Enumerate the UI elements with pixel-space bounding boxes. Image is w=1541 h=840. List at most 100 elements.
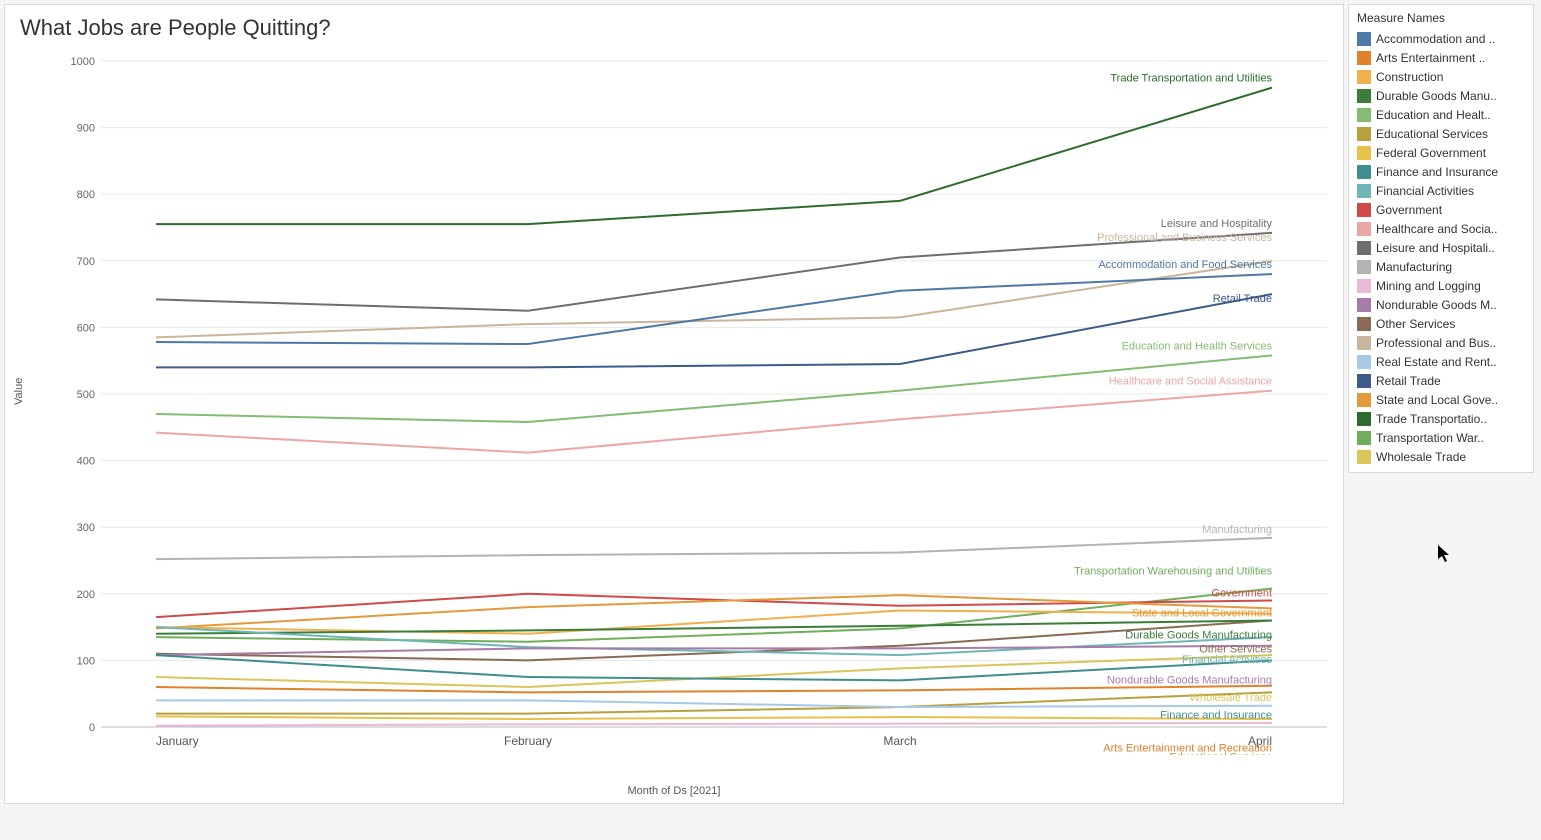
legend-item[interactable]: Durable Goods Manu..: [1357, 86, 1525, 105]
legend-item-label: Educational Services: [1376, 127, 1488, 141]
y-tick-label: 200: [77, 589, 95, 601]
legend-item-label: State and Local Gove..: [1376, 393, 1498, 407]
legend-item-label: Construction: [1376, 70, 1443, 84]
legend-item-label: Other Services: [1376, 317, 1455, 331]
legend-swatch: [1357, 51, 1371, 65]
series-end-label: Government: [1211, 587, 1272, 599]
legend-item[interactable]: Manufacturing: [1357, 257, 1525, 276]
legend-swatch: [1357, 374, 1371, 388]
legend-item[interactable]: Real Estate and Rent..: [1357, 352, 1525, 371]
legend-list: Accommodation and .. Arts Entertainment .…: [1357, 29, 1525, 466]
legend-item[interactable]: Wholesale Trade: [1357, 447, 1525, 466]
y-tick-label: 400: [77, 456, 95, 468]
series-line[interactable]: [156, 686, 1272, 693]
series-line[interactable]: [156, 700, 1272, 707]
series-end-label: Educational Services: [1169, 751, 1272, 755]
legend-item[interactable]: Arts Entertainment ..: [1357, 48, 1525, 67]
series-line[interactable]: [156, 716, 1272, 719]
legend-item[interactable]: Retail Trade: [1357, 371, 1525, 390]
legend-item[interactable]: Trade Transportatio..: [1357, 409, 1525, 428]
legend-item[interactable]: Financial Activities: [1357, 181, 1525, 200]
legend-item[interactable]: Healthcare and Socia..: [1357, 219, 1525, 238]
series-line[interactable]: [156, 655, 1272, 687]
legend-swatch: [1357, 165, 1371, 179]
plot-area: 01002003004005006007008009001000JanuaryF…: [57, 53, 1331, 755]
y-tick-label: 500: [77, 389, 95, 401]
legend-item-label: Education and Healt..: [1376, 108, 1491, 122]
legend-item-label: Arts Entertainment ..: [1376, 51, 1485, 65]
legend-swatch: [1357, 336, 1371, 350]
legend-swatch: [1357, 450, 1371, 464]
legend-swatch: [1357, 70, 1371, 84]
legend-item-label: Federal Government: [1376, 146, 1486, 160]
legend-item-label: Retail Trade: [1376, 374, 1441, 388]
x-axis-label: Month of Ds [2021]: [5, 785, 1343, 797]
y-tick-label: 600: [77, 322, 95, 334]
legend-item[interactable]: Federal Government: [1357, 143, 1525, 162]
legend-item[interactable]: State and Local Gove..: [1357, 390, 1525, 409]
legend-item-label: Accommodation and ..: [1376, 32, 1495, 46]
y-axis-label: Value: [13, 378, 25, 405]
legend-swatch: [1357, 222, 1371, 236]
series-end-label: Wholesale Trade: [1189, 692, 1272, 704]
legend-item[interactable]: Education and Healt..: [1357, 105, 1525, 124]
legend-swatch: [1357, 412, 1371, 426]
series-end-label: Finance and Insurance: [1160, 709, 1272, 721]
series-line[interactable]: [156, 88, 1272, 225]
y-tick-label: 700: [77, 256, 95, 268]
series-end-label: Financial Activities: [1182, 654, 1272, 666]
y-tick-label: 300: [77, 522, 95, 534]
root: What Jobs are People Quitting? Value Mon…: [0, 0, 1541, 840]
series-end-label: Nondurable Goods Manufacturing: [1107, 675, 1272, 687]
legend-panel: Measure Names Accommodation and ..Arts E…: [1348, 4, 1534, 473]
series-line[interactable]: [156, 391, 1272, 453]
y-tick-label: 1000: [71, 56, 95, 68]
series-end-label: Retail Trade: [1213, 293, 1272, 305]
series-line[interactable]: [156, 588, 1272, 641]
legend-swatch: [1357, 32, 1371, 46]
legend-item-label: Government: [1376, 203, 1442, 217]
series-end-label: Transportation Warehousing and Utilities: [1074, 565, 1272, 577]
y-tick-label: 800: [77, 189, 95, 201]
y-tick-label: 100: [77, 655, 95, 667]
series-end-label: Trade Transportation and Utilities: [1110, 73, 1272, 85]
legend-item[interactable]: Other Services: [1357, 314, 1525, 333]
series-line[interactable]: [156, 655, 1272, 680]
legend-item-label: Transportation War..: [1376, 431, 1484, 445]
legend-item[interactable]: Accommodation and ..: [1357, 29, 1525, 48]
legend-item[interactable]: Transportation War..: [1357, 428, 1525, 447]
legend-swatch: [1357, 203, 1371, 217]
legend-item[interactable]: Educational Services: [1357, 124, 1525, 143]
legend-item[interactable]: Nondurable Goods M..: [1357, 295, 1525, 314]
legend-item[interactable]: Mining and Logging: [1357, 276, 1525, 295]
series-line[interactable]: [156, 538, 1272, 559]
legend-item-label: Nondurable Goods M..: [1376, 298, 1497, 312]
legend-item[interactable]: Leisure and Hospitali..: [1357, 238, 1525, 257]
legend-item-label: Professional and Bus..: [1376, 336, 1496, 350]
series-end-label: Education and Health Services: [1122, 340, 1273, 352]
series-line[interactable]: [156, 620, 1272, 660]
legend-swatch: [1357, 184, 1371, 198]
legend-swatch: [1357, 108, 1371, 122]
legend-swatch: [1357, 298, 1371, 312]
legend-item[interactable]: Government: [1357, 200, 1525, 219]
series-line[interactable]: [156, 233, 1272, 311]
legend-item[interactable]: Construction: [1357, 67, 1525, 86]
legend-item-label: Wholesale Trade: [1376, 450, 1466, 464]
legend-item[interactable]: Finance and Insurance: [1357, 162, 1525, 181]
legend-item-label: Leisure and Hospitali..: [1376, 241, 1495, 255]
y-tick-label: 0: [89, 722, 95, 734]
legend-swatch: [1357, 89, 1371, 103]
series-end-label: Accommodation and Food Services: [1098, 259, 1272, 271]
series-line[interactable]: [156, 723, 1272, 726]
series-end-label: Professional and Business Services: [1097, 232, 1272, 244]
chart-panel: What Jobs are People Quitting? Value Mon…: [4, 4, 1344, 804]
legend-item-label: Durable Goods Manu..: [1376, 89, 1497, 103]
legend-item[interactable]: Professional and Bus..: [1357, 333, 1525, 352]
legend-swatch: [1357, 355, 1371, 369]
series-end-label: Manufacturing: [1202, 524, 1272, 536]
legend-item-label: Mining and Logging: [1376, 279, 1481, 293]
y-tick-label: 900: [77, 123, 95, 135]
legend-swatch: [1357, 260, 1371, 274]
legend-item-label: Healthcare and Socia..: [1376, 222, 1497, 236]
